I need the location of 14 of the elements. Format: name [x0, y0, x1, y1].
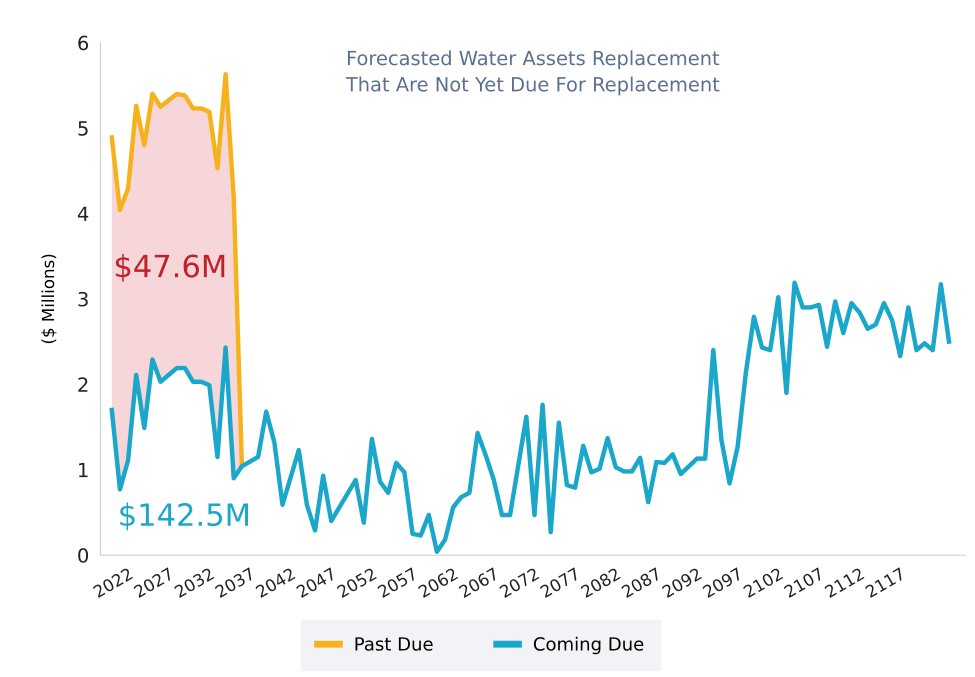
y-tick-label: 5	[78, 121, 88, 136]
y-tick-label: 1	[79, 462, 88, 478]
y-tick-label: 2	[78, 377, 88, 392]
y-tick-label: 4	[78, 206, 88, 221]
annotation: $47.6M	[116, 254, 224, 282]
y-tick-label: 3	[78, 292, 88, 307]
y-tick-label: 6	[78, 36, 88, 50]
text: Forecasted Water Assets Replacement That Are Not Yet Due For Replacement	[346, 50, 720, 96]
y-tick-label: 0	[78, 548, 88, 563]
legend-label: Past Due	[356, 637, 433, 651]
legend-label: Coming Due	[534, 636, 644, 654]
annotation: $142.5M	[120, 502, 248, 530]
y-axis-title: ($ Millions)	[41, 254, 56, 344]
line-series	[110, 280, 952, 554]
